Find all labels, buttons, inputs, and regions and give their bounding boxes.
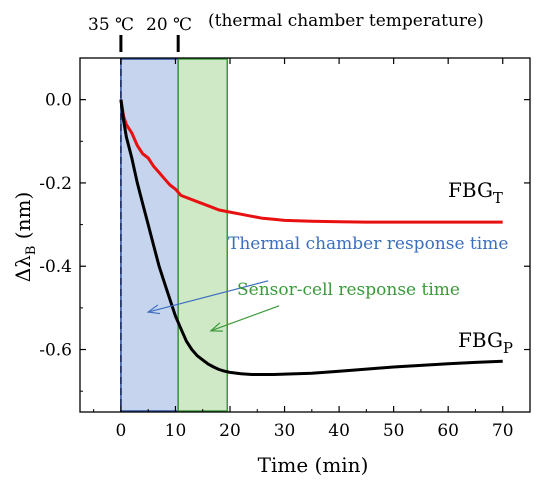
y-axis-title: ΔλB (nm) [11,192,39,283]
top-markers [119,35,180,52]
annotation-arrow-head [209,322,223,332]
x-tick-labels: 0 10 20 30 40 50 60 70 [115,421,513,441]
x-tick-label: 20 [219,421,241,441]
response-regions [120,58,229,412]
top-caption: (thermal chamber temperature) [208,11,484,31]
x-tick-label: 0 [115,421,126,441]
series-label-fbgt: FBGT [448,178,503,207]
annotation-arrow-head [146,304,161,315]
plot-frame [79,57,531,413]
annotation-arrow-line [148,280,269,313]
series-layer [119,99,503,376]
x-tick-label: 40 [328,421,350,441]
y-axis-title-unit: (nm) [11,192,35,246]
y-axis-title-sub: B [24,246,39,256]
axis-ticks [80,58,531,412]
series-line-fbgp [119,99,503,376]
series-line-fbgt [119,99,503,224]
x-tick-label: 50 [383,421,405,441]
svg-text:ΔλB (nm): ΔλB (nm) [11,192,39,283]
y-tick-label: -0.4 [39,257,72,277]
y-axis-title-main: Δλ [11,255,35,282]
top-label-35c: 35 ℃ [88,15,134,35]
y-tick-label: 0.0 [45,91,72,111]
y-tick-label: -0.2 [39,174,72,194]
x-tick-label: 60 [437,421,459,441]
x-axis-title: Time (min) [258,453,369,477]
x-tick-label: 70 [492,421,514,441]
annotation-arrow-line [210,305,280,332]
x-tick-label: 30 [274,421,296,441]
series-label-fbgp: FBGP [458,328,513,357]
y-tick-label: -0.6 [39,341,72,361]
x-tick-label: 10 [165,421,187,441]
annotations [146,280,280,332]
annotation-sensor-cell: Sensor-cell response time [237,280,460,300]
top-label-20c: 20 ℃ [146,15,192,35]
annotation-thermal-chamber: Thermal chamber response time [228,234,508,254]
y-tick-labels: 0.0 -0.2 -0.4 -0.6 [39,91,72,361]
region-sensor-cell [177,58,229,412]
